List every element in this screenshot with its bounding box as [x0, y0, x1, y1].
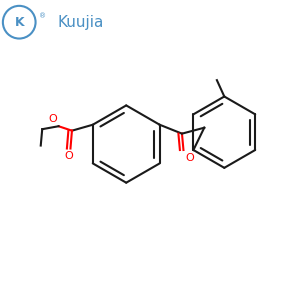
Text: O: O: [64, 152, 74, 161]
Text: O: O: [48, 114, 57, 124]
Text: K: K: [14, 16, 24, 29]
Text: Kuujia: Kuujia: [58, 15, 104, 30]
Text: O: O: [186, 153, 195, 163]
Text: ®: ®: [38, 13, 46, 19]
